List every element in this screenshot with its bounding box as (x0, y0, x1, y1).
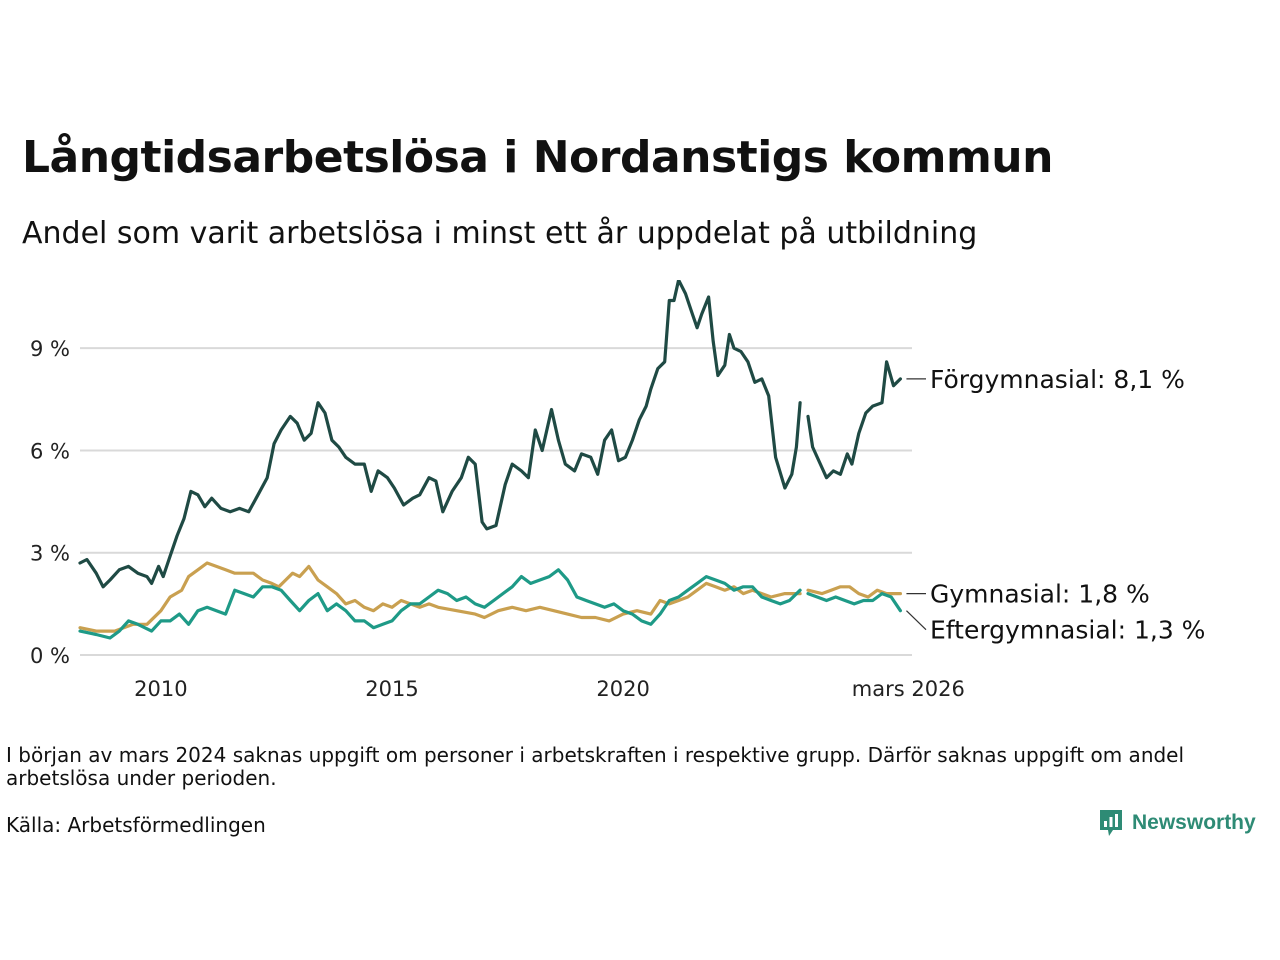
line-chart: 0 % 3 % 6 % 9 % 2010 2015 2020 mars 2026 Förgy… (30, 280, 1205, 701)
series-lines (78, 280, 902, 640)
series-end-labels: Förgymnasial: 8,1 % Gymnasial: 1,8 % Efter… (906, 365, 1205, 645)
y-tick-label: 9 % (30, 337, 70, 361)
y-tick-label: 3 % (30, 542, 70, 566)
chart-title: Långtidsarbetslösa i Nordanstigs kommun (22, 132, 1053, 183)
series-line-förgymnasial (78, 280, 802, 589)
series-line-gymnasial (806, 585, 902, 599)
newsworthy-icon (1100, 810, 1122, 836)
series-line-eftergymnasial (78, 568, 802, 640)
series-end-label: Gymnasial: 1,8 % (930, 580, 1150, 609)
gridlines (80, 347, 912, 656)
series-end-label: Eftergymnasial: 1,3 % (930, 616, 1205, 645)
source-text: Källa: Arbetsförmedlingen (6, 813, 266, 837)
series-end-label: Förgymnasial: 8,1 % (930, 365, 1185, 394)
x-axis: 2010 2015 2020 mars 2026 (134, 677, 965, 701)
x-tick-label: mars 2026 (852, 677, 965, 701)
x-tick-label: 2010 (134, 677, 187, 701)
y-tick-label: 6 % (30, 439, 70, 463)
chart-subtitle: Andel som varit arbetslösa i minst ett å… (22, 216, 978, 251)
series-line-eftergymnasial (806, 592, 902, 613)
series-line-gymnasial (78, 561, 802, 633)
y-tick-label: 0 % (30, 644, 70, 668)
y-axis: 0 % 3 % 6 % 9 % (30, 337, 70, 668)
x-tick-label: 2015 (365, 677, 418, 701)
newsworthy-logo: Newsworthy (1098, 808, 1256, 838)
series-line-förgymnasial (806, 360, 902, 480)
brand-name: Newsworthy (1132, 811, 1256, 834)
label-connector (906, 610, 927, 631)
footnote: I början av mars 2024 saknas uppgift om … (6, 743, 1185, 790)
x-tick-label: 2020 (596, 677, 649, 701)
